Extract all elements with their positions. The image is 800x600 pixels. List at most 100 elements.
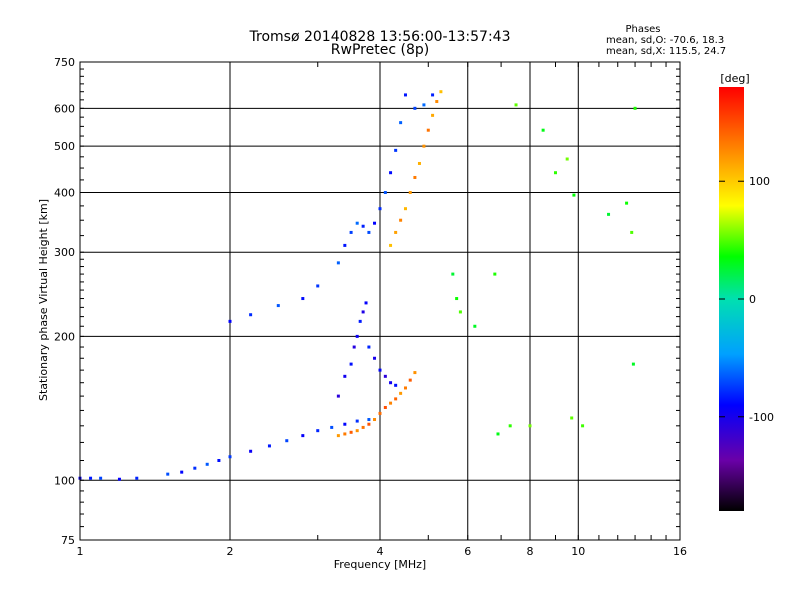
echo-point bbox=[285, 439, 289, 443]
phase-stats-o: mean, sd,O: -70.6, 18.3 bbox=[606, 35, 724, 46]
y-tick-label: 200 bbox=[54, 330, 75, 343]
echo-point bbox=[228, 455, 232, 459]
echo-point bbox=[336, 394, 340, 398]
y-tick-label: 600 bbox=[54, 102, 75, 115]
x-tick-label: 1 bbox=[77, 545, 84, 558]
echo-point bbox=[408, 190, 412, 194]
echo-point bbox=[458, 310, 462, 314]
echo-point bbox=[267, 444, 271, 448]
echo-point bbox=[367, 422, 371, 426]
chart-title: Tromsø 20140828 13:56:00-13:57:43 bbox=[249, 29, 511, 45]
echo-point bbox=[570, 416, 574, 420]
echo-point bbox=[336, 434, 340, 438]
echo-point bbox=[607, 212, 611, 216]
y-tick-label: 400 bbox=[54, 186, 75, 199]
echo-point bbox=[541, 128, 545, 132]
echo-point bbox=[528, 424, 532, 428]
echo-point bbox=[496, 432, 500, 436]
echo-point bbox=[383, 405, 387, 409]
x-tick-label: 10 bbox=[571, 545, 585, 558]
echo-point bbox=[343, 432, 347, 436]
echo-point bbox=[373, 221, 377, 225]
echo-point bbox=[193, 466, 197, 470]
echo-point bbox=[403, 93, 407, 97]
echo-point bbox=[455, 297, 459, 301]
echo-point bbox=[373, 356, 377, 360]
echo-point bbox=[508, 424, 512, 428]
echo-point bbox=[581, 424, 585, 428]
echo-point bbox=[378, 207, 382, 211]
y-tick-label: 300 bbox=[54, 246, 75, 259]
echo-point bbox=[301, 297, 305, 301]
echo-point bbox=[394, 148, 398, 152]
echo-point bbox=[355, 419, 359, 423]
echo-point bbox=[301, 434, 305, 438]
echo-point bbox=[373, 418, 377, 422]
echo-point bbox=[435, 100, 439, 104]
data-points bbox=[78, 90, 637, 481]
echo-point bbox=[417, 161, 421, 165]
echo-point bbox=[336, 261, 340, 265]
echo-point bbox=[399, 391, 403, 395]
echo-point bbox=[228, 319, 232, 323]
echo-point bbox=[383, 374, 387, 378]
echo-point bbox=[249, 449, 253, 453]
echo-point bbox=[361, 224, 365, 228]
echo-point bbox=[367, 418, 371, 422]
echo-point bbox=[364, 301, 368, 305]
echo-point bbox=[572, 193, 576, 197]
echo-point bbox=[135, 476, 139, 480]
x-tick-label: 6 bbox=[464, 545, 471, 558]
echo-point bbox=[389, 381, 393, 385]
echo-point bbox=[349, 430, 353, 434]
echo-point bbox=[378, 368, 382, 372]
echo-point bbox=[205, 462, 209, 466]
echo-point bbox=[358, 319, 362, 323]
axes: 1 2 4 6 8 10 16 75 100 200 300 400 500 600 750 bbox=[54, 56, 687, 558]
echo-point bbox=[422, 103, 426, 107]
echo-point bbox=[99, 476, 103, 480]
x-tick-label: 4 bbox=[377, 545, 384, 558]
chart-subtitle: RwPretec (8p) bbox=[331, 42, 429, 58]
echo-point bbox=[389, 243, 393, 247]
echo-point bbox=[631, 362, 635, 366]
x-tick-label: 16 bbox=[673, 545, 687, 558]
y-tick-label: 750 bbox=[54, 56, 75, 69]
echo-point bbox=[166, 472, 170, 476]
echo-point bbox=[389, 171, 393, 175]
x-tick-label: 8 bbox=[527, 545, 534, 558]
echo-point bbox=[413, 371, 417, 375]
echo-point bbox=[343, 422, 347, 426]
echo-point bbox=[565, 157, 569, 161]
echo-point bbox=[394, 230, 398, 234]
echo-point bbox=[408, 378, 412, 382]
echo-point bbox=[330, 425, 334, 429]
echo-point bbox=[439, 90, 443, 94]
echo-point bbox=[316, 284, 320, 288]
y-tick-label: 500 bbox=[54, 140, 75, 153]
phase-stats-heading: Phases bbox=[625, 24, 660, 35]
echo-point bbox=[361, 310, 365, 314]
echo-point bbox=[316, 429, 320, 433]
echo-point bbox=[367, 230, 371, 234]
echo-point bbox=[343, 243, 347, 247]
echo-point bbox=[431, 93, 435, 97]
grid-lines bbox=[80, 62, 680, 540]
echo-point bbox=[630, 230, 634, 234]
echo-point bbox=[399, 218, 403, 222]
echo-point bbox=[426, 128, 430, 132]
echo-point bbox=[355, 429, 359, 433]
echo-point bbox=[422, 144, 426, 148]
echo-point bbox=[89, 476, 93, 480]
echo-point bbox=[349, 362, 353, 366]
echo-point bbox=[217, 458, 221, 462]
echo-point bbox=[394, 397, 398, 401]
y-tick-label: 75 bbox=[61, 534, 75, 547]
echo-point bbox=[117, 477, 121, 481]
echo-point bbox=[352, 345, 356, 349]
echo-point bbox=[403, 207, 407, 211]
echo-point bbox=[403, 386, 407, 390]
echo-point bbox=[553, 171, 557, 175]
phase-stats-x: mean, sd,X: 115.5, 24.7 bbox=[606, 46, 726, 57]
